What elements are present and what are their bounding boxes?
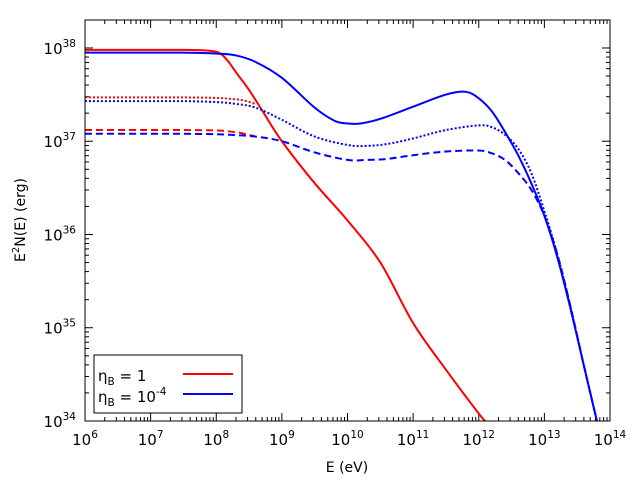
y-tick-label: 1034 xyxy=(44,411,77,431)
y-tick-label: 1035 xyxy=(44,318,76,338)
x-tick-label-base: 10 xyxy=(528,431,547,449)
x-tick-label: 1010 xyxy=(331,429,363,449)
x-tick-label-base: 10 xyxy=(594,431,613,449)
x-tick-label-base: 10 xyxy=(397,431,416,449)
x-tick-label-exponent: 11 xyxy=(416,429,429,441)
series-line-dashed-5 xyxy=(85,132,598,422)
x-tick-label: 109 xyxy=(269,429,295,449)
y-tick-label-exponent: 38 xyxy=(63,38,76,50)
series-line-solid-3 xyxy=(84,51,598,422)
plot-frame xyxy=(84,19,611,422)
y-tick-label-exponent: 35 xyxy=(63,318,76,330)
x-tick-label-exponent: 14 xyxy=(613,429,627,441)
y-axis-label-pre: E xyxy=(13,253,29,262)
x-tick-label-exponent: 6 xyxy=(91,429,98,441)
x-tick-label-exponent: 13 xyxy=(547,429,560,441)
x-tick-label-base: 10 xyxy=(72,431,91,449)
x-tick-label-exponent: 9 xyxy=(288,429,295,441)
legend-label-2: ηB = 10-4 xyxy=(98,386,167,409)
legend-box xyxy=(93,354,243,414)
x-tick-label-base: 10 xyxy=(203,431,222,449)
legend-label-2-sup: -4 xyxy=(156,386,167,398)
legend-label-1: ηB = 1 xyxy=(98,367,146,388)
x-tick-label-base: 10 xyxy=(269,431,288,449)
y-tick-label-exponent: 37 xyxy=(63,131,76,143)
x-tick-label-base: 10 xyxy=(331,431,350,449)
x-tick-label-base: 10 xyxy=(463,431,482,449)
legend-label-2-sub: B xyxy=(108,397,115,409)
x-tick-label: 1012 xyxy=(463,429,495,449)
x-tick-label: 108 xyxy=(203,429,229,449)
y-axis-label: E2N(E) (erg) xyxy=(11,178,29,262)
x-tick-label: 1013 xyxy=(528,429,560,449)
x-tick-label: 1014 xyxy=(594,429,627,449)
legend-label-1-value: = 1 xyxy=(115,367,147,385)
series-line-solid-0 xyxy=(85,48,487,422)
series-line-dotted-1 xyxy=(84,96,256,105)
x-tick-label-exponent: 10 xyxy=(350,429,363,441)
y-tick-label-base: 10 xyxy=(44,133,63,151)
legend-label-1-sub: B xyxy=(108,376,115,388)
y-tick-label: 1038 xyxy=(44,38,76,58)
y-tick-label-base: 10 xyxy=(44,226,63,244)
series-line-dotted-4 xyxy=(85,100,598,422)
legend: ηB = 1 ηB = 10-4 xyxy=(93,354,243,414)
y-tick-label-base: 10 xyxy=(44,40,63,58)
series-line-dashed-2 xyxy=(85,129,256,138)
y-axis-label-sup: 2 xyxy=(11,247,22,253)
y-tick-label-exponent: 34 xyxy=(63,411,77,423)
x-tick-label-exponent: 8 xyxy=(222,429,229,441)
legend-label-2-symbol: η xyxy=(98,388,108,406)
x-tick-label-exponent: 12 xyxy=(482,429,495,441)
x-tick-label-exponent: 7 xyxy=(157,429,164,441)
x-tick-label: 107 xyxy=(138,429,164,449)
legend-label-2-value: = 10 xyxy=(115,388,156,406)
y-tick-label: 1037 xyxy=(44,131,76,151)
x-tick-label-base: 10 xyxy=(138,431,157,449)
y-tick-label: 1036 xyxy=(44,224,77,244)
series-group xyxy=(84,48,598,422)
x-tick-label: 1011 xyxy=(397,429,429,449)
y-axis-label-post: N(E) (erg) xyxy=(13,178,29,247)
y-tick-label-base: 10 xyxy=(44,413,63,431)
x-axis-label: E (eV) xyxy=(326,460,368,476)
legend-label-1-symbol: η xyxy=(98,367,108,385)
y-tick-label-base: 10 xyxy=(44,320,63,338)
tick-labels: 106 107 108 109 1010 1011 1012 1013 101410341035… xyxy=(44,38,627,449)
y-tick-label-exponent: 36 xyxy=(63,224,77,236)
x-tick-label: 106 xyxy=(72,429,98,449)
